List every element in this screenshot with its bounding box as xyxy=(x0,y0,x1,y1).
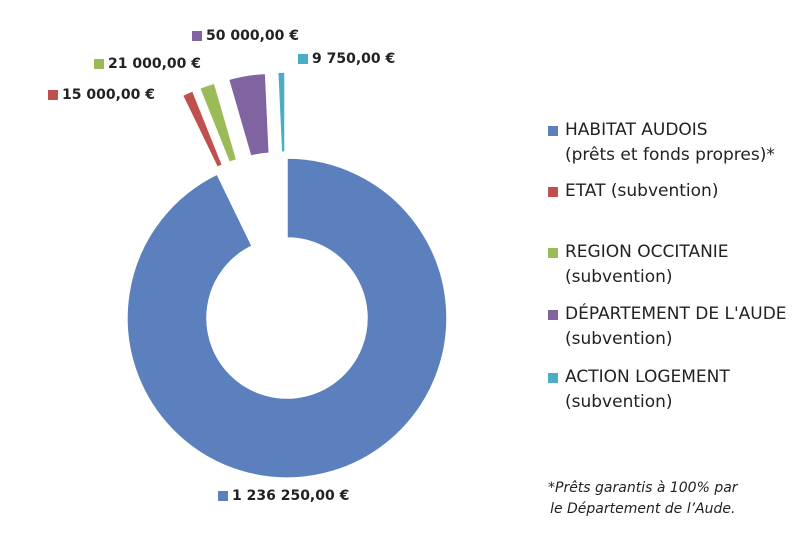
legend-label: DÉPARTEMENT DE L'AUDE (subvention) xyxy=(565,304,787,349)
donut-segment xyxy=(276,71,286,153)
donut-segment xyxy=(126,157,448,479)
donut-segment xyxy=(227,72,271,158)
legend-swatch xyxy=(548,126,558,136)
legend-item: REGION OCCITANIE (subvention) xyxy=(548,240,729,290)
label-swatch xyxy=(94,59,104,69)
legend-swatch xyxy=(548,187,558,197)
label-swatch xyxy=(48,90,58,100)
legend-item: ACTION LOGEMENT (subvention) xyxy=(548,365,730,415)
legend-label: REGION OCCITANIE (subvention) xyxy=(565,242,729,287)
legend-swatch xyxy=(548,373,558,383)
label-swatch xyxy=(218,491,228,501)
legend-item: DÉPARTEMENT DE L'AUDE (subvention) xyxy=(548,302,787,352)
legend-swatch xyxy=(548,248,558,258)
value-label: 15 000,00 € xyxy=(62,87,155,103)
legend-label: ACTION LOGEMENT (subvention) xyxy=(565,367,730,412)
legend-label: HABITAT AUDOIS (prêts et fonds propres)* xyxy=(565,120,775,165)
legend-swatch xyxy=(548,310,558,320)
legend-label: ETAT (subvention) xyxy=(565,181,719,201)
label-swatch xyxy=(192,31,202,41)
donut-segment xyxy=(198,82,238,164)
value-label: 1 236 250,00 € xyxy=(232,488,349,504)
footnote: *Prêts garantis à 100% par le Départemen… xyxy=(548,480,738,517)
donut-segment xyxy=(181,89,224,169)
label-swatch xyxy=(298,54,308,64)
legend-item: HABITAT AUDOIS (prêts et fonds propres)* xyxy=(548,118,775,168)
legend-item: ETAT (subvention) xyxy=(548,179,718,204)
value-label: 21 000,00 € xyxy=(108,56,201,72)
value-label: 9 750,00 € xyxy=(312,51,395,67)
value-label: 50 000,00 € xyxy=(206,28,299,44)
